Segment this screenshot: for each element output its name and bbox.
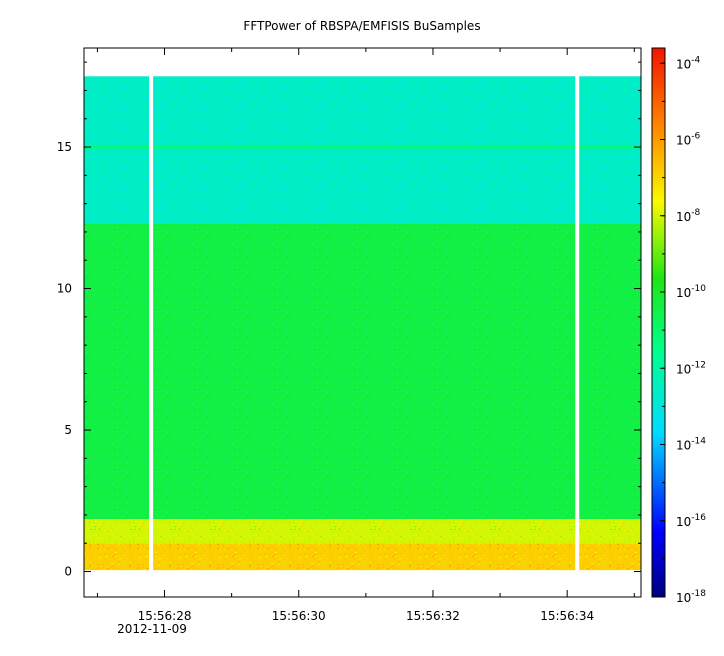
colorbar-tick-label: 10-8 xyxy=(676,208,701,224)
data-gap xyxy=(149,75,154,572)
power-band xyxy=(84,543,641,571)
colorbar-tick-label: 10-6 xyxy=(676,132,701,148)
colorbar-tick-label: 10-4 xyxy=(676,55,701,71)
line-feature xyxy=(84,146,641,149)
x-tick-label: 15:56:34 xyxy=(540,609,594,623)
power-band xyxy=(84,76,641,224)
y-tick-label: 15 xyxy=(57,140,72,154)
data-gap xyxy=(575,75,580,572)
chart-title: FFTPower of RBSPA/EMFISIS BuSamples xyxy=(243,19,480,33)
x-date-label: 2012-11-09 xyxy=(117,622,187,636)
y-tick-label: 5 xyxy=(64,423,72,437)
colorbar-tick-label: 10-12 xyxy=(676,360,706,376)
colorbar-gradient xyxy=(651,47,666,598)
power-band xyxy=(84,519,641,544)
colorbar-tick-label: 10-16 xyxy=(676,513,706,529)
y-tick-label: 0 xyxy=(64,565,72,579)
x-tick-label: 15:56:32 xyxy=(406,609,460,623)
y-tick-label: 10 xyxy=(57,282,72,296)
colorbar-tick-label: 10-18 xyxy=(676,589,706,605)
axes: 0 5 10 15 15:56:28 15:56:30 15:56:32 15:56:34 xyxy=(57,47,642,623)
power-band xyxy=(84,223,641,520)
x-tick-label: 15:56:30 xyxy=(272,609,326,623)
x-tick-label: 15:56:28 xyxy=(138,609,192,623)
colorbar-tick-label: 10-10 xyxy=(676,284,706,300)
plot-area xyxy=(84,48,641,597)
colorbar: 10-4 10-6 10-8 10-10 10-12 10-14 10-16 10-18 xyxy=(651,47,706,605)
colorbar-tick-label: 10-14 xyxy=(676,437,706,453)
